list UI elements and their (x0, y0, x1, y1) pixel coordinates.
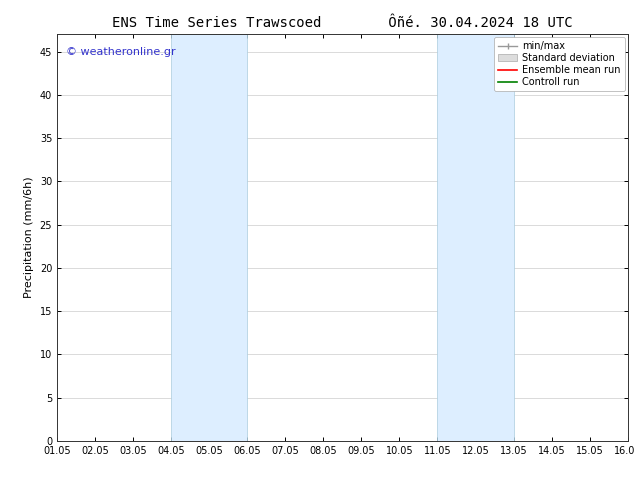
Bar (437, 34, 514, 441)
Y-axis label: Precipitation (mm/6h): Precipitation (mm/6h) (24, 177, 34, 298)
Text: © weatheronline.gr: © weatheronline.gr (66, 47, 175, 56)
Bar (171, 34, 247, 441)
Legend: min/max, Standard deviation, Ensemble mean run, Controll run: min/max, Standard deviation, Ensemble me… (494, 37, 624, 91)
Title: ENS Time Series Trawscoed        Ôñé. 30.04.2024 18 UTC: ENS Time Series Trawscoed Ôñé. 30.04.202… (112, 16, 573, 30)
